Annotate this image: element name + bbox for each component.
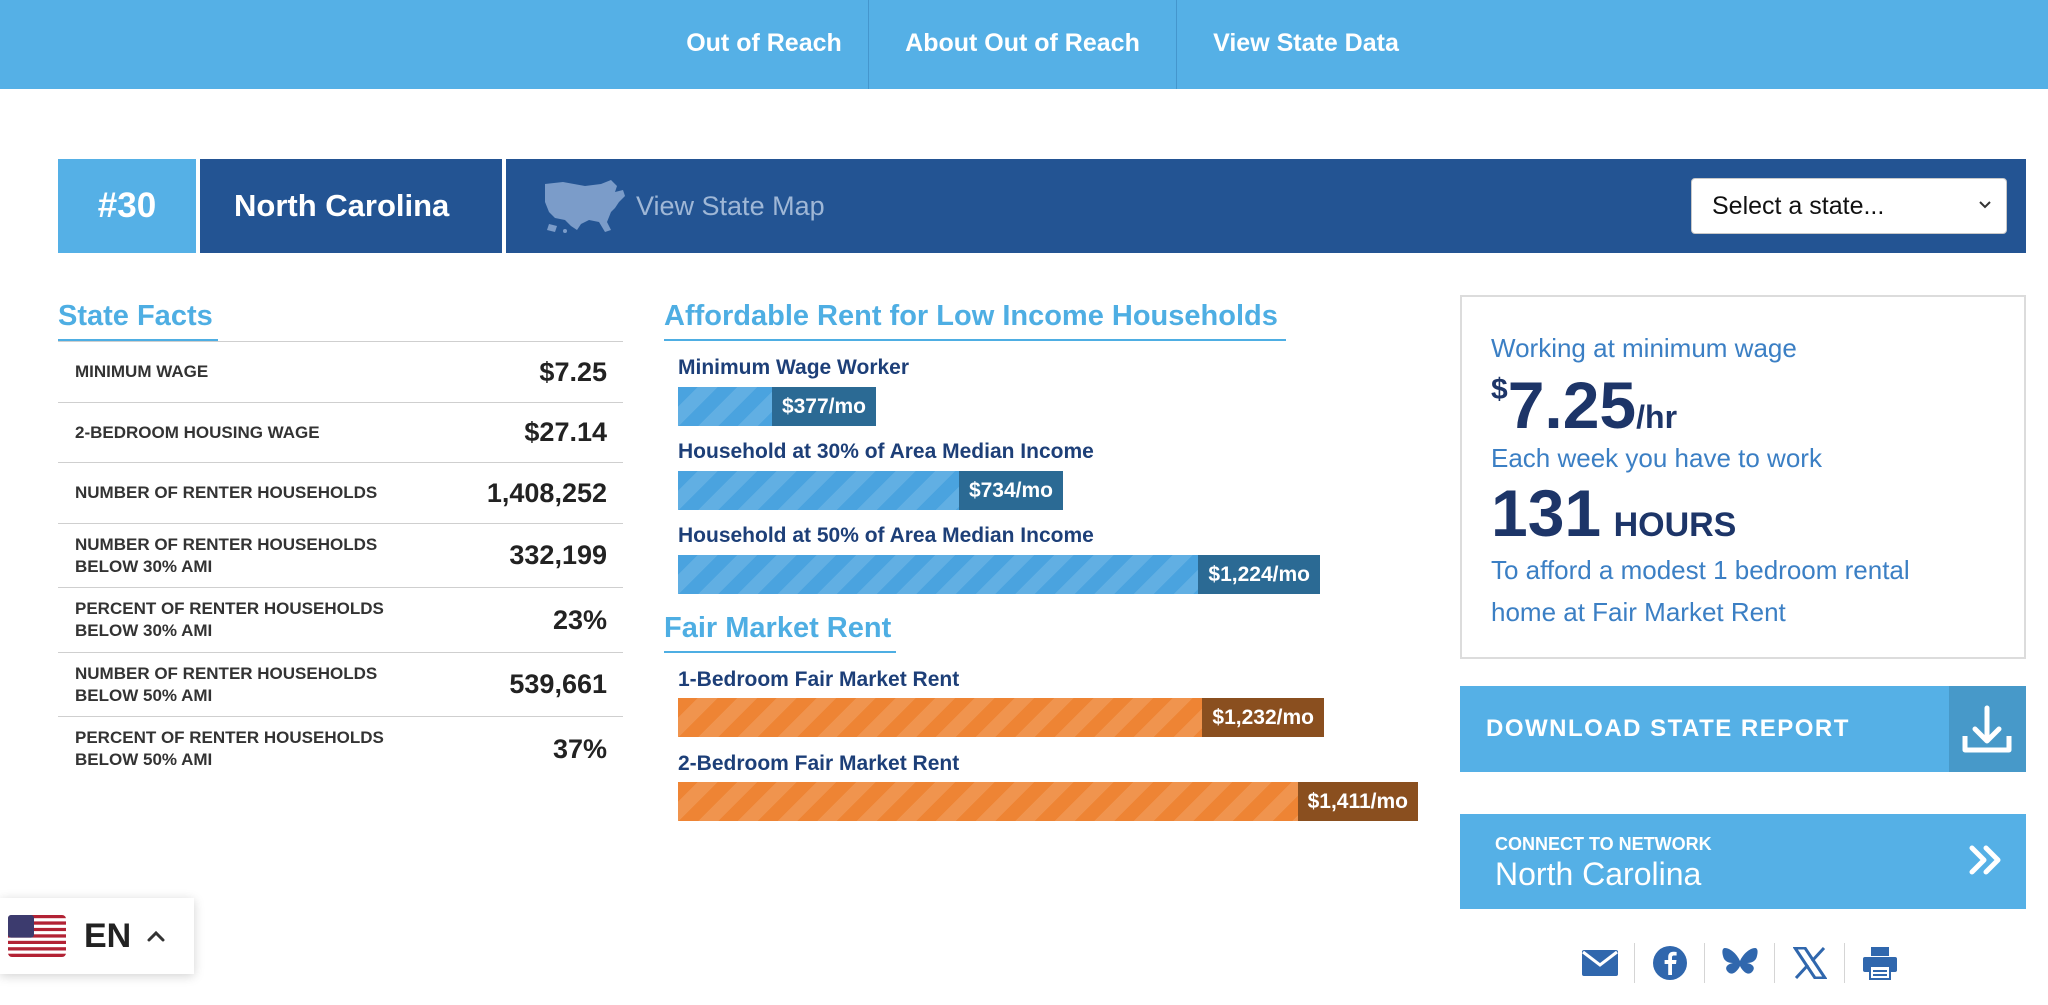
fact-label: Percent of Renter Households Below 30% A… (75, 599, 384, 640)
state-select[interactable]: Select a state... (1691, 178, 2007, 234)
chevron-down-icon (1978, 179, 1992, 254)
share-divider (1704, 943, 1705, 983)
bluesky-icon[interactable] (1706, 940, 1774, 986)
bar-label: Household at 50% of Area Median Income (678, 524, 1094, 547)
nav-view-state-data[interactable]: View State Data (1213, 29, 1399, 57)
table-row: Number of Renter Households Below 30% AM… (58, 523, 623, 587)
bar-label: Minimum Wage Worker (678, 356, 910, 379)
fact-label: Number of Renter Households Below 30% AM… (75, 534, 378, 576)
wage-amount: 7.25 (1507, 368, 1637, 442)
state-facts-table: Minimum Wage $7.25 2-Bedroom Housing Wag… (58, 341, 623, 781)
wage-symbol: $ (1491, 373, 1508, 406)
card-work-line: Each week you have to work (1491, 443, 1822, 473)
bar-1-bedroom-fmr: $1,232/mo (678, 698, 1324, 737)
fact-label: Number of Renter Households Below 50% AM… (75, 663, 378, 705)
bar-30-percent-ami: $734/mo (678, 471, 1063, 510)
bar-50-percent-ami: $1,224/mo (678, 555, 1320, 594)
bar-minimum-wage-worker: $377/mo (678, 387, 876, 426)
fact-label: Minimum Wage (75, 362, 209, 381)
download-icon (1949, 686, 2026, 772)
fact-value: 23% (552, 604, 607, 635)
fact-value: $27.14 (524, 417, 607, 447)
table-row: Percent of Renter Households Below 50% A… (58, 716, 623, 781)
nav-divider (868, 0, 869, 89)
double-chevron-right-icon (1966, 832, 2006, 899)
bar-value: $734/mo (958, 471, 1063, 510)
share-divider (1634, 943, 1635, 983)
fact-label: Percent of Renter Households Below 50% A… (75, 728, 384, 769)
download-label: DOWNLOAD STATE REPORT (1486, 715, 1850, 742)
bar-value: $377/mo (771, 387, 876, 426)
fact-value: 539,661 (509, 669, 607, 699)
share-divider (1844, 943, 1845, 983)
band-divider (502, 159, 506, 253)
nav-out-of-reach[interactable]: Out of Reach (686, 29, 842, 57)
language-switcher[interactable]: EN (0, 898, 194, 974)
card-wage: $7.25/hr (1491, 367, 1677, 443)
chevron-up-icon (145, 921, 167, 956)
table-row: Minimum Wage $7.25 (58, 341, 623, 402)
nav-about-out-of-reach[interactable]: About Out of Reach (905, 29, 1140, 57)
card-afford-line: To afford a modest 1 bedroom rental home… (1491, 555, 1910, 627)
state-select-value: Select a state... (1712, 192, 1885, 220)
card-intro: Working at minimum wage (1491, 333, 1797, 363)
section-underline (664, 339, 1286, 341)
facebook-icon[interactable] (1636, 940, 1704, 986)
table-row: Number of Renter Households 1,408,252 (58, 462, 623, 523)
connect-state: North Carolina (1495, 856, 1702, 892)
fact-value: 1,408,252 (486, 477, 607, 508)
state-name: North Carolina (234, 188, 450, 223)
language-code: EN (84, 917, 132, 955)
section-underline (664, 651, 896, 653)
x-twitter-icon[interactable] (1776, 940, 1844, 986)
bar-value: $1,224/mo (1198, 555, 1320, 594)
bar-value: $1,411/mo (1297, 782, 1418, 821)
bar-2-bedroom-fmr: $1,411/mo (678, 782, 1418, 821)
fact-value: 332,199 (509, 540, 607, 570)
table-row: Percent of Renter Households Below 30% A… (58, 587, 623, 652)
fact-value: $7.25 (539, 356, 607, 387)
fact-label: Number of Renter Households (75, 483, 378, 502)
wage-unit: /hr (1636, 399, 1678, 435)
share-divider (1774, 943, 1775, 983)
state-facts-title: State Facts (58, 300, 213, 332)
bar-label: 1-Bedroom Fair Market Rent (678, 668, 960, 691)
fact-value: 37% (552, 733, 607, 764)
nav-divider (1176, 0, 1177, 89)
print-icon[interactable] (1846, 940, 1914, 986)
bar-label: 2-Bedroom Fair Market Rent (678, 752, 960, 775)
table-row: Number of Renter Households Below 50% AM… (58, 652, 623, 716)
band-divider (196, 159, 200, 253)
affordable-rent-title: Affordable Rent for Low Income Household… (664, 300, 1278, 332)
download-state-report-button[interactable]: DOWNLOAD STATE REPORT (1460, 686, 2026, 772)
connect-label: CONNECT TO NETWORK (1495, 834, 1712, 854)
table-row: 2-Bedroom Housing Wage $27.14 (58, 402, 623, 462)
hours-count: 131 (1491, 476, 1602, 550)
bar-label: Household at 30% of Area Median Income (678, 440, 1094, 463)
fact-label: 2-Bedroom Housing Wage (75, 422, 320, 442)
us-map-icon[interactable] (541, 178, 627, 239)
view-state-map-link[interactable]: View State Map (636, 191, 825, 221)
minimum-wage-card: Working at minimum wage $7.25/hr Each we… (1460, 295, 2026, 659)
us-flag-icon (8, 915, 66, 962)
fair-market-rent-title: Fair Market Rent (664, 612, 892, 644)
top-nav: Out of Reach About Out of Reach View Sta… (0, 0, 2048, 89)
card-hours: 131 HOURS (1491, 475, 1736, 551)
connect-to-network-button[interactable]: CONNECT TO NETWORK North Carolina (1460, 814, 2026, 909)
state-rank: #30 (58, 159, 196, 253)
section-underline (58, 339, 218, 341)
email-icon[interactable] (1566, 940, 1634, 986)
bar-value: $1,232/mo (1202, 698, 1324, 737)
hours-unit: HOURS (1613, 506, 1737, 544)
